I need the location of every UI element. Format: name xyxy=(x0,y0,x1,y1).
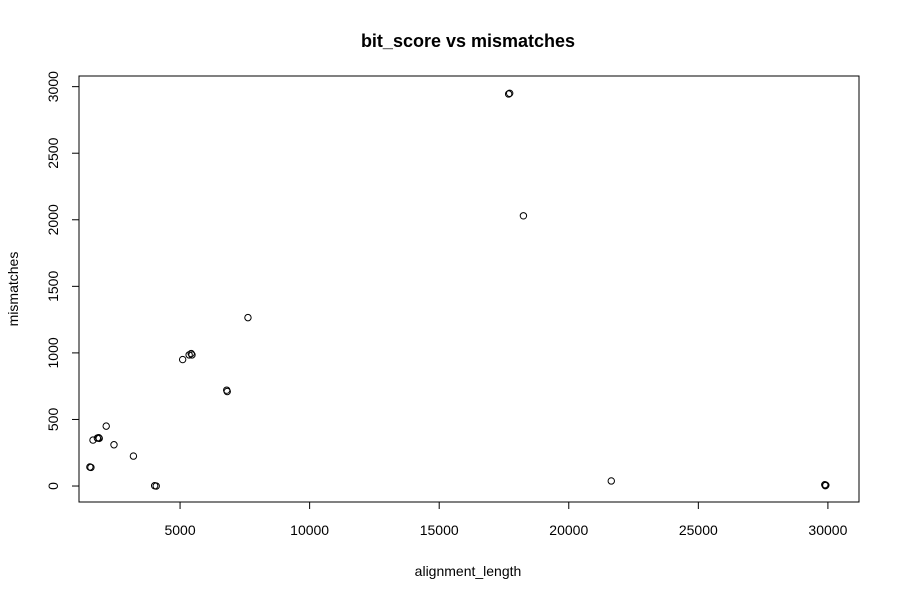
data-point xyxy=(505,89,514,98)
data-point xyxy=(129,452,138,460)
plot-frame xyxy=(78,75,860,503)
data-point xyxy=(244,313,252,322)
y-axis-label: mismatches xyxy=(5,252,21,327)
y-tick-label: 1500 xyxy=(45,271,61,302)
y-tick-label: 2000 xyxy=(45,204,61,235)
x-tick-label: 5000 xyxy=(164,522,195,538)
data-point xyxy=(152,482,160,490)
x-axis: 5000 10000 15000 20000 25000 30000 xyxy=(164,501,848,538)
y-tick-label: 1000 xyxy=(45,337,61,368)
x-tick-label: 20000 xyxy=(549,522,588,538)
data-point xyxy=(187,349,195,358)
x-tick-label: 25000 xyxy=(679,522,718,538)
data-point xyxy=(223,387,231,396)
x-tick-label: 10000 xyxy=(290,522,329,538)
data-point xyxy=(95,434,103,443)
data-point xyxy=(102,422,110,430)
x-axis-label: alignment_length xyxy=(415,563,522,579)
data-point xyxy=(185,351,193,359)
data-point xyxy=(504,90,513,98)
chart-title: bit_score vs mismatches xyxy=(361,31,575,51)
y-tick-label: 3000 xyxy=(45,71,61,102)
y-tick-label: 0 xyxy=(45,482,61,490)
data-point xyxy=(188,351,196,359)
data-point xyxy=(178,355,187,364)
y-tick-label: 2500 xyxy=(45,137,61,168)
y-axis: 0 500 1000 1500 2000 2500 3000 xyxy=(45,71,80,490)
data-point xyxy=(607,477,615,485)
data-points xyxy=(86,89,830,490)
data-point xyxy=(519,212,528,220)
data-point xyxy=(822,481,830,489)
x-tick-label: 15000 xyxy=(420,522,459,538)
data-point xyxy=(87,463,95,472)
x-tick-label: 30000 xyxy=(808,522,847,538)
y-tick-label: 500 xyxy=(45,408,61,432)
data-point xyxy=(110,441,118,449)
